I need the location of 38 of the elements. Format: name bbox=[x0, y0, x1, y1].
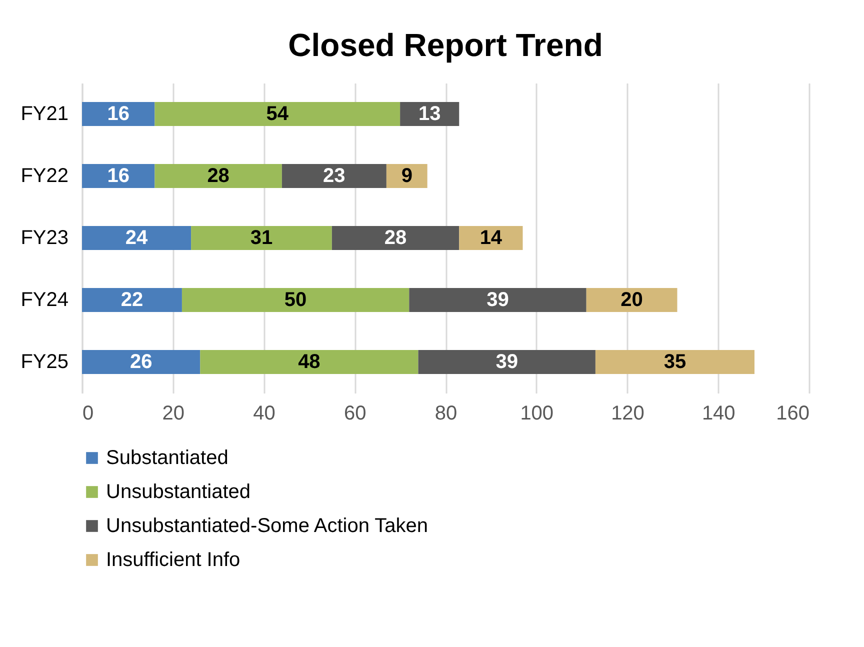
x-tick-label: 160 bbox=[776, 402, 810, 424]
y-tick-label: FY21 bbox=[20, 103, 68, 125]
data-label: 23 bbox=[323, 165, 346, 187]
x-tick-label: 40 bbox=[253, 402, 276, 424]
data-label: 14 bbox=[480, 227, 503, 249]
x-tick-label: 60 bbox=[344, 402, 366, 424]
data-label: 48 bbox=[298, 351, 320, 373]
x-tick-label: 0 bbox=[82, 402, 94, 424]
y-tick-label: FY23 bbox=[20, 227, 68, 249]
data-label: 22 bbox=[120, 289, 144, 311]
data-label: 16 bbox=[107, 165, 130, 187]
data-label: 20 bbox=[620, 289, 643, 311]
x-tick-label: 80 bbox=[434, 402, 458, 424]
x-tick-label: 120 bbox=[611, 402, 644, 424]
x-tick-label: 100 bbox=[520, 402, 554, 424]
data-label: 9 bbox=[401, 165, 412, 187]
data-label: 54 bbox=[266, 103, 290, 125]
legend-label: Unsubstantiated-Some Action Taken bbox=[106, 515, 428, 537]
y-tick-label: FY25 bbox=[20, 351, 68, 373]
data-label: 16 bbox=[107, 103, 130, 125]
legend-label: Substantiated bbox=[106, 447, 228, 469]
legend-label: Unsubstantiated bbox=[106, 481, 251, 503]
data-label: 13 bbox=[418, 103, 441, 125]
data-label: 24 bbox=[125, 227, 149, 249]
y-tick-label: FY22 bbox=[20, 165, 68, 187]
data-label: 50 bbox=[284, 289, 307, 311]
data-label: 28 bbox=[207, 165, 230, 187]
data-label: 39 bbox=[496, 351, 518, 373]
y-tick-label: FY24 bbox=[20, 289, 68, 311]
data-label: 35 bbox=[664, 351, 686, 373]
data-label: 28 bbox=[384, 227, 407, 249]
x-tick-label: 20 bbox=[162, 402, 184, 424]
data-label: 26 bbox=[130, 351, 152, 373]
chart-title: Closed Report Trend bbox=[288, 27, 603, 63]
data-label: 39 bbox=[486, 289, 509, 311]
legend-label: Insufficient Info bbox=[106, 549, 240, 571]
x-tick-label: 140 bbox=[702, 402, 736, 424]
data-label: 31 bbox=[250, 227, 273, 249]
